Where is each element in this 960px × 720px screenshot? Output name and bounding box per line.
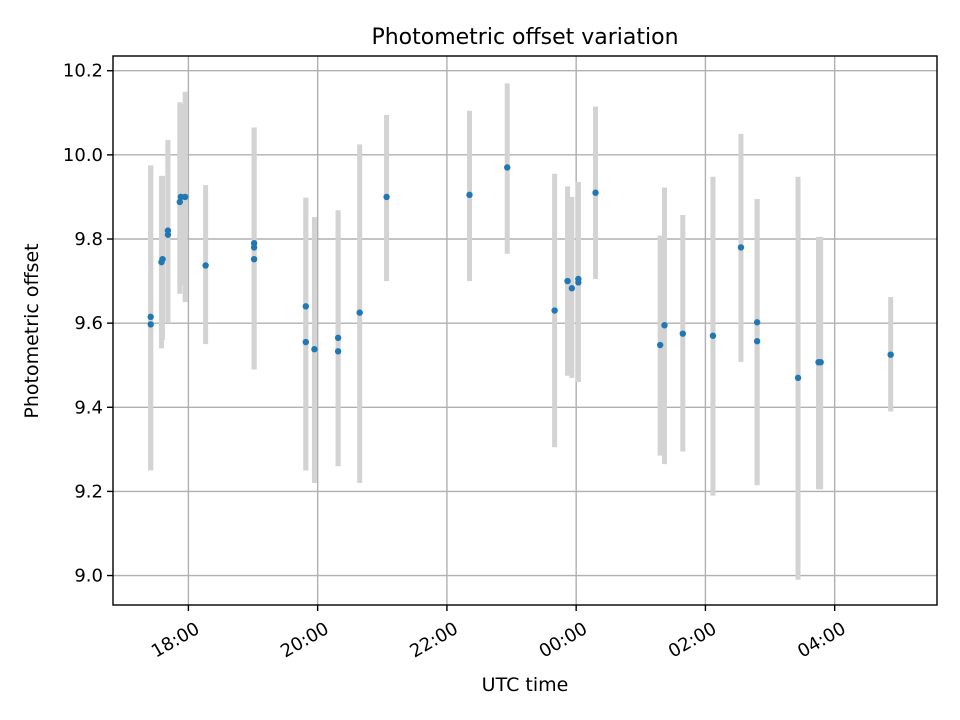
data-point: [159, 255, 166, 263]
data-point: [551, 307, 558, 314]
data-point: [592, 189, 599, 196]
data-point: [564, 277, 571, 285]
y-tick-label: 9.8: [74, 229, 103, 250]
data-point: [250, 255, 258, 263]
data-point: [575, 279, 582, 286]
data-point: [466, 191, 473, 199]
data-point: [753, 319, 761, 326]
data-point: [753, 338, 761, 345]
y-tick-label: 9.4: [74, 397, 103, 418]
plot-frame: [112, 55, 938, 606]
y-tick-label: 9.6: [74, 313, 103, 334]
data-point: [679, 330, 686, 337]
data-point: [737, 244, 745, 251]
data-point: [202, 262, 209, 269]
data-point: [568, 285, 576, 292]
y-tick-label: 9.2: [74, 481, 103, 502]
data-point: [709, 332, 717, 339]
data-point: [302, 338, 310, 346]
data-point: [817, 359, 824, 366]
data-point: [656, 341, 664, 349]
data-point: [794, 374, 802, 382]
data-point: [504, 164, 511, 171]
x-axis-label: UTC time: [482, 674, 569, 696]
y-tick-label: 10.0: [63, 145, 103, 166]
data-point: [383, 193, 390, 201]
y-tick-label: 9.0: [74, 566, 103, 587]
data-point: [887, 351, 894, 358]
point-layer: [147, 164, 894, 382]
data-point: [311, 346, 318, 353]
data-point: [147, 321, 154, 328]
data-point: [356, 309, 363, 316]
data-point: [181, 193, 189, 201]
data-point: [334, 348, 342, 355]
data-point: [176, 198, 183, 206]
data-point: [334, 334, 342, 342]
data-point: [147, 313, 154, 321]
data-point: [164, 227, 172, 234]
data-point: [661, 322, 668, 329]
data-point: [250, 244, 258, 251]
y-axis-label: Photometric offset: [21, 243, 43, 418]
data-point: [302, 303, 310, 310]
y-tick-label: 10.2: [63, 61, 103, 82]
chart-title: Photometric offset variation: [371, 25, 678, 50]
